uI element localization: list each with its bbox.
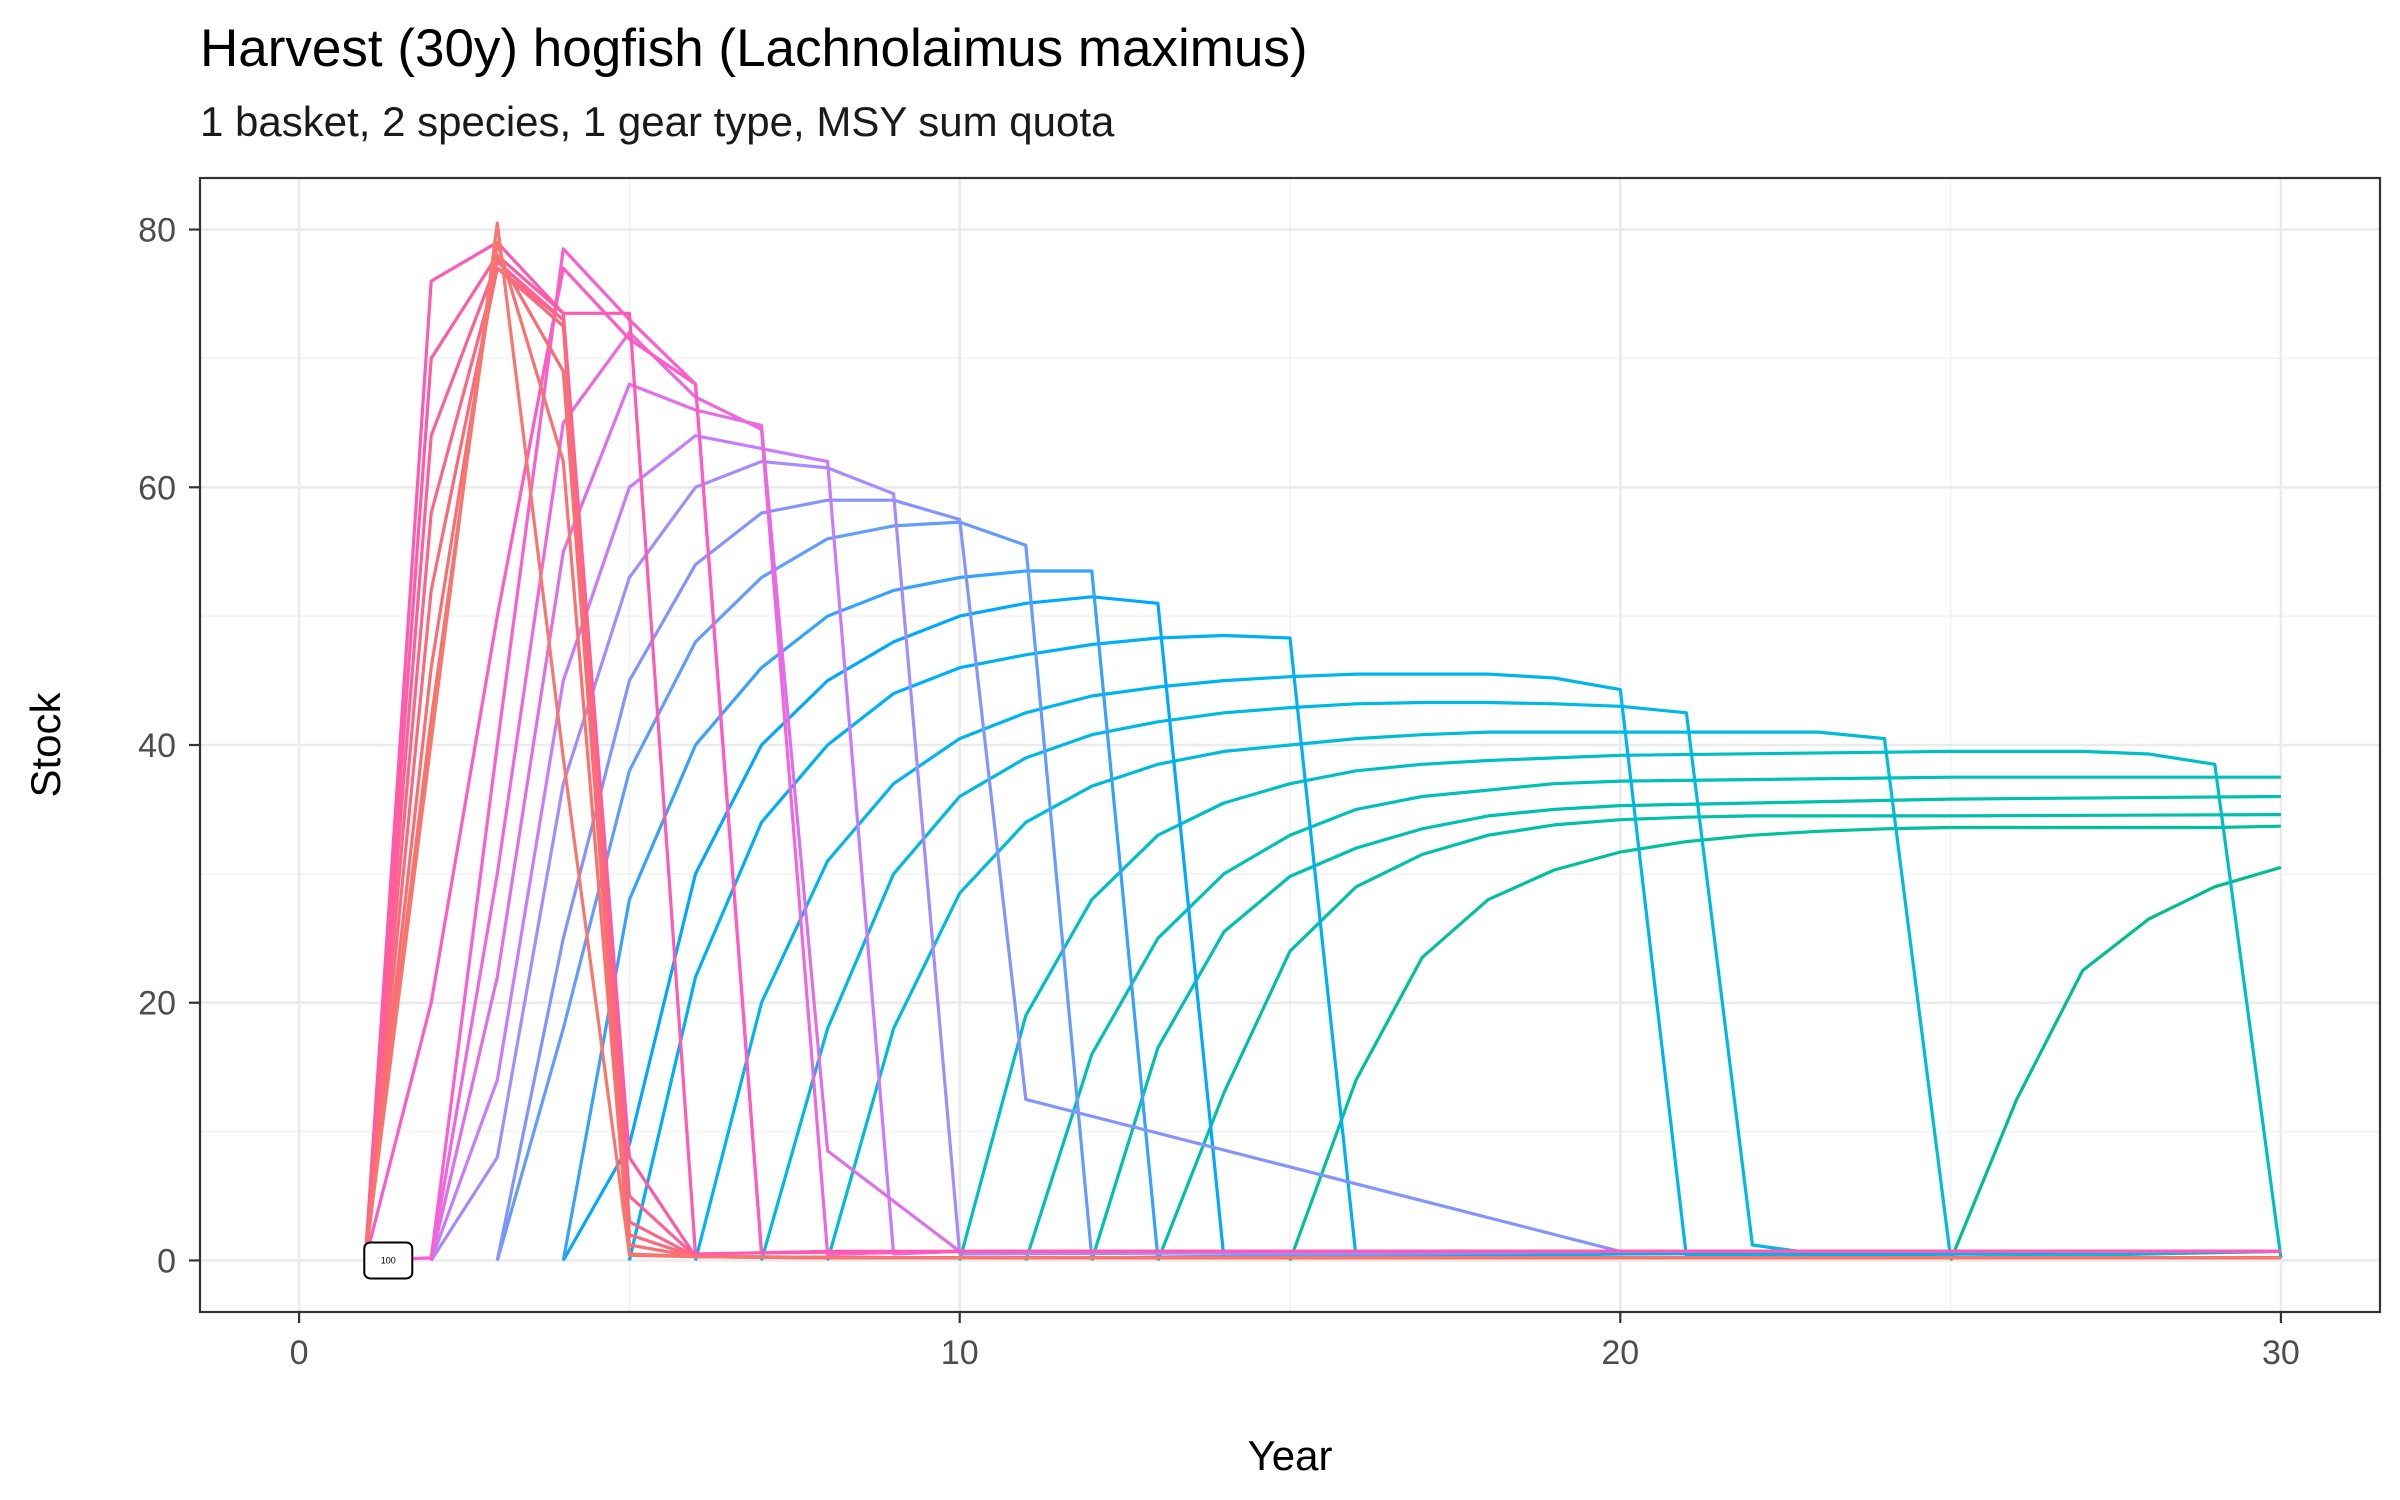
series-line-8 [365, 268, 2281, 1260]
series-line-96 [1026, 777, 2281, 1260]
y-tick-label: 40 [138, 727, 176, 765]
series-line-16 [365, 262, 2281, 1261]
series-line-98 [1158, 815, 2281, 1261]
y-tick-label: 0 [157, 1242, 176, 1280]
series-line-55 [431, 462, 2281, 1261]
series-line-20 [365, 255, 2281, 1260]
series-line-100 [1951, 867, 2281, 1260]
series-line-12 [365, 268, 2281, 1260]
series-line-91 [828, 732, 2281, 1260]
series-line-97 [1092, 797, 2281, 1261]
series-line-30 [365, 268, 2281, 1260]
x-tick-label: 0 [290, 1334, 309, 1372]
y-tick-label: 80 [138, 212, 176, 250]
x-axis-title: Year [1248, 1432, 1333, 1479]
y-tick-label: 20 [138, 985, 176, 1023]
y-axis-title: Stock [22, 691, 69, 797]
point-label-layer: 100 [364, 1242, 412, 1278]
series-line-40 [431, 333, 2281, 1261]
series-line-80 [629, 636, 2280, 1261]
x-tick-label: 20 [1601, 1334, 1639, 1372]
y-tick-label: 60 [138, 469, 176, 507]
series-layer [365, 223, 2281, 1260]
series-line-99 [1290, 826, 2281, 1260]
point-label-text: 100 [381, 1255, 396, 1265]
series-line-60 [497, 500, 2281, 1260]
series-line-5 [365, 255, 2281, 1260]
x-tick-label: 30 [2262, 1334, 2300, 1372]
series-line-65 [497, 522, 2281, 1260]
x-tick-label: 10 [941, 1334, 979, 1372]
series-line-35 [365, 249, 2281, 1261]
